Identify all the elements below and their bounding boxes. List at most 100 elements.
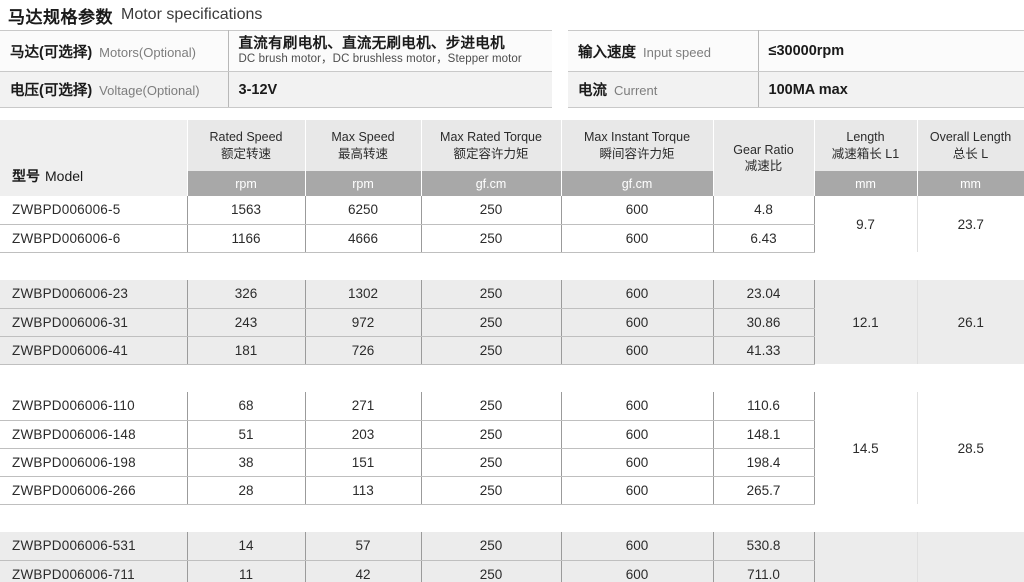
cell-gear-ratio: 265.7 <box>713 476 815 505</box>
table-row: ZWBPD006006-110 68 271 250 600 110.6 14.5 28.5 <box>0 392 1024 504</box>
cell-rated-speed: 243 <box>187 308 306 337</box>
spec-value-voltage: 3-12V <box>228 71 552 108</box>
group-gap <box>0 364 1024 392</box>
model-group: ZWBPD006006-23 326 1302 250 600 23.04 12.1 26.1… <box>0 280 1024 365</box>
group-gap-cell <box>0 252 1024 280</box>
cell-max-speed: 151 <box>305 448 422 477</box>
cell-model: ZWBPD006006-198 <box>0 448 188 477</box>
col-unit-length-l1: mm <box>814 171 918 196</box>
cell-gear-ratio: 4.8 <box>713 196 815 225</box>
cell-max-speed: 42 <box>305 560 422 582</box>
page-title-en: Motor specifications <box>121 6 263 23</box>
spec-value-voltage-text: 3-12V <box>238 81 278 98</box>
model-group: ZWBPD006006-5 1563 6250 250 600 4.8 9.7 23.7 ZWB… <box>0 196 1024 253</box>
spec-label-motors-cn: 马达(可选择) <box>10 44 93 61</box>
spec-row-input-speed: 输入速度 Input speed ≤30000rpm <box>568 30 1024 72</box>
cell-max-rated-torque: 250 <box>421 336 562 365</box>
cell-max-instant-torque: 600 <box>561 336 714 365</box>
spec-label-motors: 马达(可选择) Motors(Optional) <box>0 30 229 72</box>
table-unit-row: rpm rpm gf.cm gf.cm mm mm <box>0 171 1024 196</box>
cell-max-rated-torque: 250 <box>421 196 562 225</box>
cell-gear-ratio: 110.6 <box>713 392 815 421</box>
cell-max-instant-torque: 600 <box>561 392 714 421</box>
cell-max-rated-torque: 250 <box>421 532 562 561</box>
cell-gear-ratio: 711.0 <box>713 560 815 582</box>
table-row: ZWBPD006006-23 326 1302 250 600 23.04 12.1 26.1 <box>0 280 1024 364</box>
cell-max-speed: 6250 <box>305 196 422 225</box>
electrical-spec-table: 输入速度 Input speed ≤30000rpm 电流 Current 100M… <box>568 30 1024 108</box>
cell-max-speed: 1302 <box>305 280 422 309</box>
cell-overall-length: 28.5 <box>917 392 1024 504</box>
cell-length-l1: 9.7 <box>814 196 918 252</box>
col-header-rated-speed-en: Rated Speed <box>209 130 283 145</box>
col-header-max-rated-torque-en: Max Rated Torque <box>440 130 542 145</box>
table-row: ZWBPD006006-41 181 726 250 600 41.33 <box>0 336 1024 365</box>
cell-gear-ratio: 41.33 <box>713 336 815 365</box>
cell-model: ZWBPD006006-23 <box>0 280 188 309</box>
col-header-max-speed-en: Max Speed <box>331 130 395 145</box>
cell-rated-speed: 51 <box>187 420 306 449</box>
cell-max-speed: 972 <box>305 308 422 337</box>
cell-gear-ratio: 148.1 <box>713 420 815 449</box>
cell-gear-ratio: 6.43 <box>713 224 815 253</box>
cell-max-instant-torque: 600 <box>561 420 714 449</box>
col-unit-rated-speed: rpm <box>187 171 306 196</box>
spec-label-motors-en: Motors(Optional) <box>99 44 196 60</box>
col-header-overall-length-cn: 总长 L <box>952 146 989 161</box>
cell-length-l1: 12.1 <box>814 280 918 364</box>
page-title-cn: 马达规格参数 <box>8 7 113 27</box>
cell-overall-length: 30.9 <box>917 532 1024 582</box>
cell-max-instant-torque: 600 <box>561 448 714 477</box>
cell-model: ZWBPD006006-31 <box>0 308 188 337</box>
col-header-model-en: Model <box>45 168 84 184</box>
cell-model: ZWBPD006006-266 <box>0 476 188 505</box>
spec-value-input-speed-text: ≤30000rpm <box>768 43 845 59</box>
table-row: ZWBPD006006-266 28 113 250 600 265.7 <box>0 476 1024 505</box>
cell-max-rated-torque: 250 <box>421 560 562 582</box>
col-header-model: 型号 Model <box>0 120 188 196</box>
col-header-overall-length: Overall Length 总长 L <box>917 120 1024 171</box>
spec-value-current: 100MA max <box>758 71 1024 108</box>
cell-model: ZWBPD006006-41 <box>0 336 188 365</box>
page-title: 马达规格参数 Motor specifications <box>0 0 1024 30</box>
cell-max-speed: 4666 <box>305 224 422 253</box>
motor-spec-table: 马达(可选择) Motors(Optional) 直流有刷电机、直流无刷电机、步进… <box>0 30 552 108</box>
cell-max-speed: 57 <box>305 532 422 561</box>
cell-max-instant-torque: 600 <box>561 308 714 337</box>
table-row: ZWBPD006006-5 1563 6250 250 600 4.8 9.7 23.7 <box>0 196 1024 252</box>
cell-rated-speed: 38 <box>187 448 306 477</box>
table-row: ZWBPD006006-198 38 151 250 600 198.4 <box>0 448 1024 477</box>
cell-max-rated-torque: 250 <box>421 476 562 505</box>
cell-rated-speed: 28 <box>187 476 306 505</box>
table-row: ZWBPD006006-148 51 203 250 600 148.1 <box>0 420 1024 449</box>
spec-section: 马达(可选择) Motors(Optional) 直流有刷电机、直流无刷电机、步进… <box>0 30 1024 110</box>
col-header-rated-speed-cn: 额定转速 <box>220 146 271 161</box>
cell-max-instant-torque: 600 <box>561 196 714 225</box>
col-header-length-l1-cn: 减速箱长 L1 <box>831 146 900 161</box>
cell-max-speed: 726 <box>305 336 422 365</box>
cell-gear-ratio: 30.86 <box>713 308 815 337</box>
spec-label-current: 电流 Current <box>568 71 759 108</box>
col-header-max-instant-torque: Max Instant Torque 瞬间容许力矩 <box>561 120 714 171</box>
cell-max-speed: 203 <box>305 420 422 449</box>
col-header-model-cn: 型号 <box>12 168 40 184</box>
cell-gear-ratio: 530.8 <box>713 532 815 561</box>
cell-rated-speed: 11 <box>187 560 306 582</box>
cell-model: ZWBPD006006-531 <box>0 532 188 561</box>
cell-overall-length: 23.7 <box>917 196 1024 252</box>
col-unit-max-rated-torque: gf.cm <box>421 171 562 196</box>
spec-row-voltage: 电压(可选择) Voltage(Optional) 3-12V <box>0 71 552 108</box>
cell-max-rated-torque: 250 <box>421 308 562 337</box>
cell-length-l1: 14.5 <box>814 392 918 504</box>
spec-label-input-speed: 输入速度 Input speed <box>568 30 759 72</box>
col-unit-overall-length: mm <box>917 171 1024 196</box>
col-header-max-speed-cn: 最高转速 <box>337 146 388 161</box>
cell-rated-speed: 1563 <box>187 196 306 225</box>
table-row: ZWBPD006006-31 243 972 250 600 30.86 <box>0 308 1024 337</box>
cell-rated-speed: 68 <box>187 392 306 421</box>
cell-rated-speed: 326 <box>187 280 306 309</box>
cell-gear-ratio: 23.04 <box>713 280 815 309</box>
cell-max-instant-torque: 600 <box>561 532 714 561</box>
col-header-max-rated-torque-cn: 额定容许力矩 <box>453 146 529 161</box>
